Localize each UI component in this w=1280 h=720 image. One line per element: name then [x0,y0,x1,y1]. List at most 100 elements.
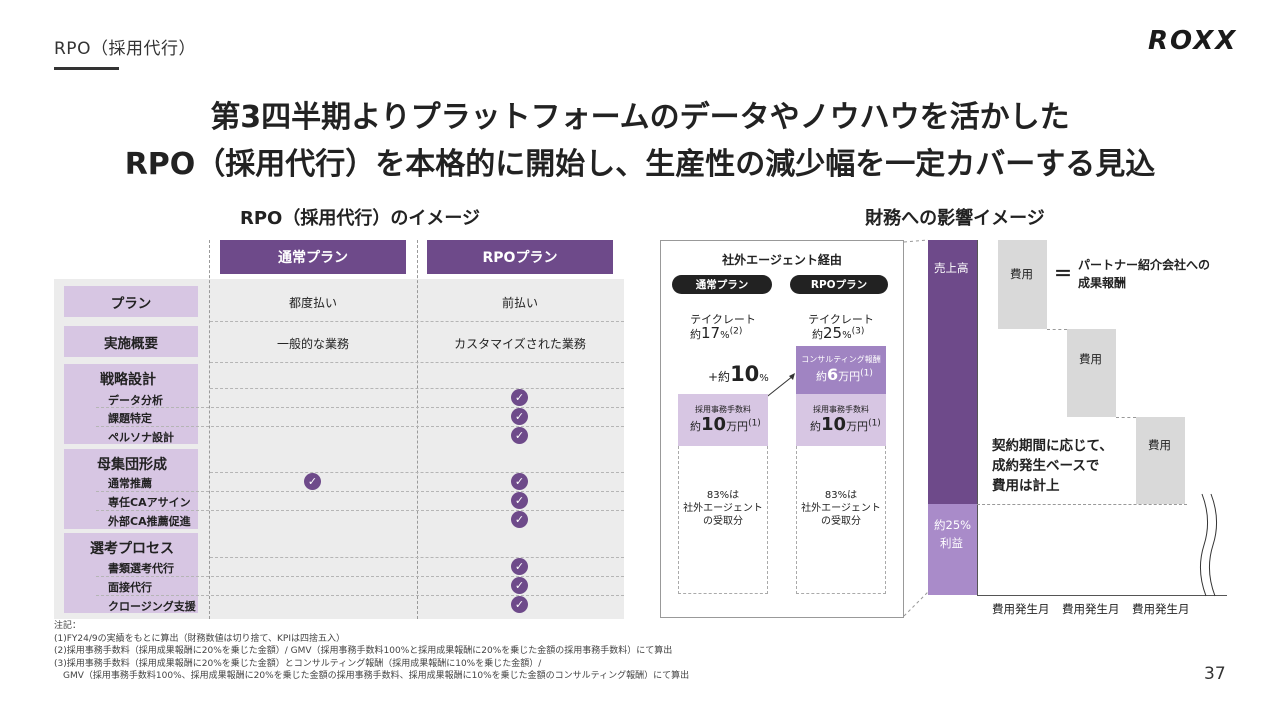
row-label-overview: 実施概要 [64,326,198,357]
month-label-1: 費用発生月 [992,602,1050,616]
step-dash [977,504,1187,505]
cost-label-3: 費用 [1148,438,1171,452]
profit-label: 利益 [940,536,963,550]
month-label-3: 費用発生月 [1132,602,1190,616]
sales-label: 売上高 [934,261,969,275]
cell-normal-overview: 一般的な業務 [276,337,349,351]
increase-label: +約10% [708,362,769,386]
group-title-selection: 選考プロセス [90,541,174,557]
take-rate-label-rpo: テイクレート [808,313,874,326]
y-axis [977,240,978,596]
roxx-logo: ROXX [1148,26,1238,56]
column-divider [209,240,210,619]
cost-label-1: 費用 [1010,267,1033,281]
month-label-2: 費用発生月 [1062,602,1120,616]
take-rate-label-normal: テイクレート [690,313,756,326]
row-divider [96,491,624,492]
take-rate-title: 社外エージェント経由 [722,253,842,267]
plan-header-normal: 通常プラン [220,240,406,274]
agent-share-text-normal: 83%は 社外エージェント の受取分 [683,490,763,527]
section-underline [54,67,119,70]
row-divider [210,321,624,322]
step-dash [1116,417,1136,418]
consulting-label: コンサルティング報酬 [801,355,881,364]
group-item: 面接代行 [108,581,152,594]
pill-normal-plan: 通常プラン [672,275,772,294]
row-divider [210,472,624,473]
group-item: クロージング支援 [108,600,196,613]
cell-normal-plan: 都度払い [288,296,337,310]
check-icon: ✓ [511,408,528,425]
consulting-value: 約6万円(1) [816,365,873,384]
fee-value-rpo: 約10万円(1) [810,414,881,435]
group-box-strategy [64,364,198,444]
group-item: 外部CA推薦促進 [108,515,191,528]
plan-header-rpo: RPOプラン [427,240,613,274]
group-item: 通常推薦 [108,477,152,490]
row-divider [96,426,624,427]
fee-label-rpo: 採用事務手数料 [813,405,869,414]
cost-block-1 [998,240,1047,329]
group-box-selection [64,533,198,613]
x-axis [977,595,1227,596]
check-icon: ✓ [511,492,528,509]
section-label: RPO（採用代行） [54,39,196,59]
cell-rpo-plan: 前払い [501,296,538,310]
row-divider [210,388,624,389]
check-icon: ✓ [304,473,321,490]
footnotes: 注記： (1)FY24/9の実績をもとに算出（財務数値は切り捨て、KPIは四捨五… [54,621,690,681]
step-dash [1047,329,1067,330]
cost-label-2: 費用 [1079,352,1102,366]
check-icon: ✓ [511,473,528,490]
row-divider [210,557,624,558]
break-mark-icon [1200,493,1217,597]
group-item: 専任CAアサイン [108,496,191,509]
profit-percent: 約25% [934,518,972,532]
group-item: データ分析 [108,394,163,407]
fee-label-normal: 採用事務手数料 [695,405,751,414]
connector-lines [903,239,929,617]
check-icon: ✓ [511,389,528,406]
page-number: 37 [1204,664,1226,684]
check-icon: ✓ [511,427,528,444]
group-item: 書類選考代行 [108,562,174,575]
row-divider [96,407,624,408]
group-item: ペルソナ設計 [108,431,174,444]
column-divider [417,240,418,619]
fee-block-rpo [796,394,886,446]
sales-bar [928,240,977,504]
column-base [796,593,886,594]
cost-block-2 [1067,329,1116,417]
group-box-sourcing [64,449,198,529]
agent-share-text-rpo: 83%は 社外エージェント の受取分 [801,490,881,527]
contract-note: 契約期間に応じて、 成約発生ベースで 費用は計上 [992,438,1113,494]
group-item: 課題特定 [108,412,152,425]
check-icon: ✓ [511,596,528,613]
column-base [678,593,768,594]
headline-line-2: RPO（採用代行）を本格的に開始し、生産性の減少幅を一定カバーする見込 [124,147,1156,182]
row-divider [96,510,624,511]
take-rate-value-normal: 約17%(2) [690,324,743,342]
pill-rpo-plan: RPOプラン [790,275,888,294]
partner-fee-note: パートナー紹介会社への 成果報酬 [1078,258,1211,290]
group-title-strategy: 戦略設計 [100,372,156,388]
cell-rpo-overview: カスタマイズされた業務 [454,337,586,351]
check-icon: ✓ [511,558,528,575]
group-title-sourcing: 母集団形成 [97,457,167,473]
row-divider [96,595,624,596]
agent-share-normal [678,446,768,594]
headline-line-1: 第3四半期よりプラットフォームのデータやノウハウを活かした [210,100,1070,135]
consulting-block [796,346,886,394]
row-divider [210,362,624,363]
row-label-plan: プラン [64,286,198,317]
agent-share-rpo [796,446,886,594]
check-icon: ✓ [511,577,528,594]
fee-value-normal: 約10万円(1) [690,414,761,435]
financial-impact-title: 財務への影響イメージ [865,208,1045,229]
rpo-image-title: RPO（採用代行）のイメージ [240,208,480,229]
fee-block-normal [678,394,768,446]
cost-block-3 [1136,417,1185,504]
row-divider [96,576,624,577]
profit-bar [928,504,977,595]
check-icon: ✓ [511,511,528,528]
